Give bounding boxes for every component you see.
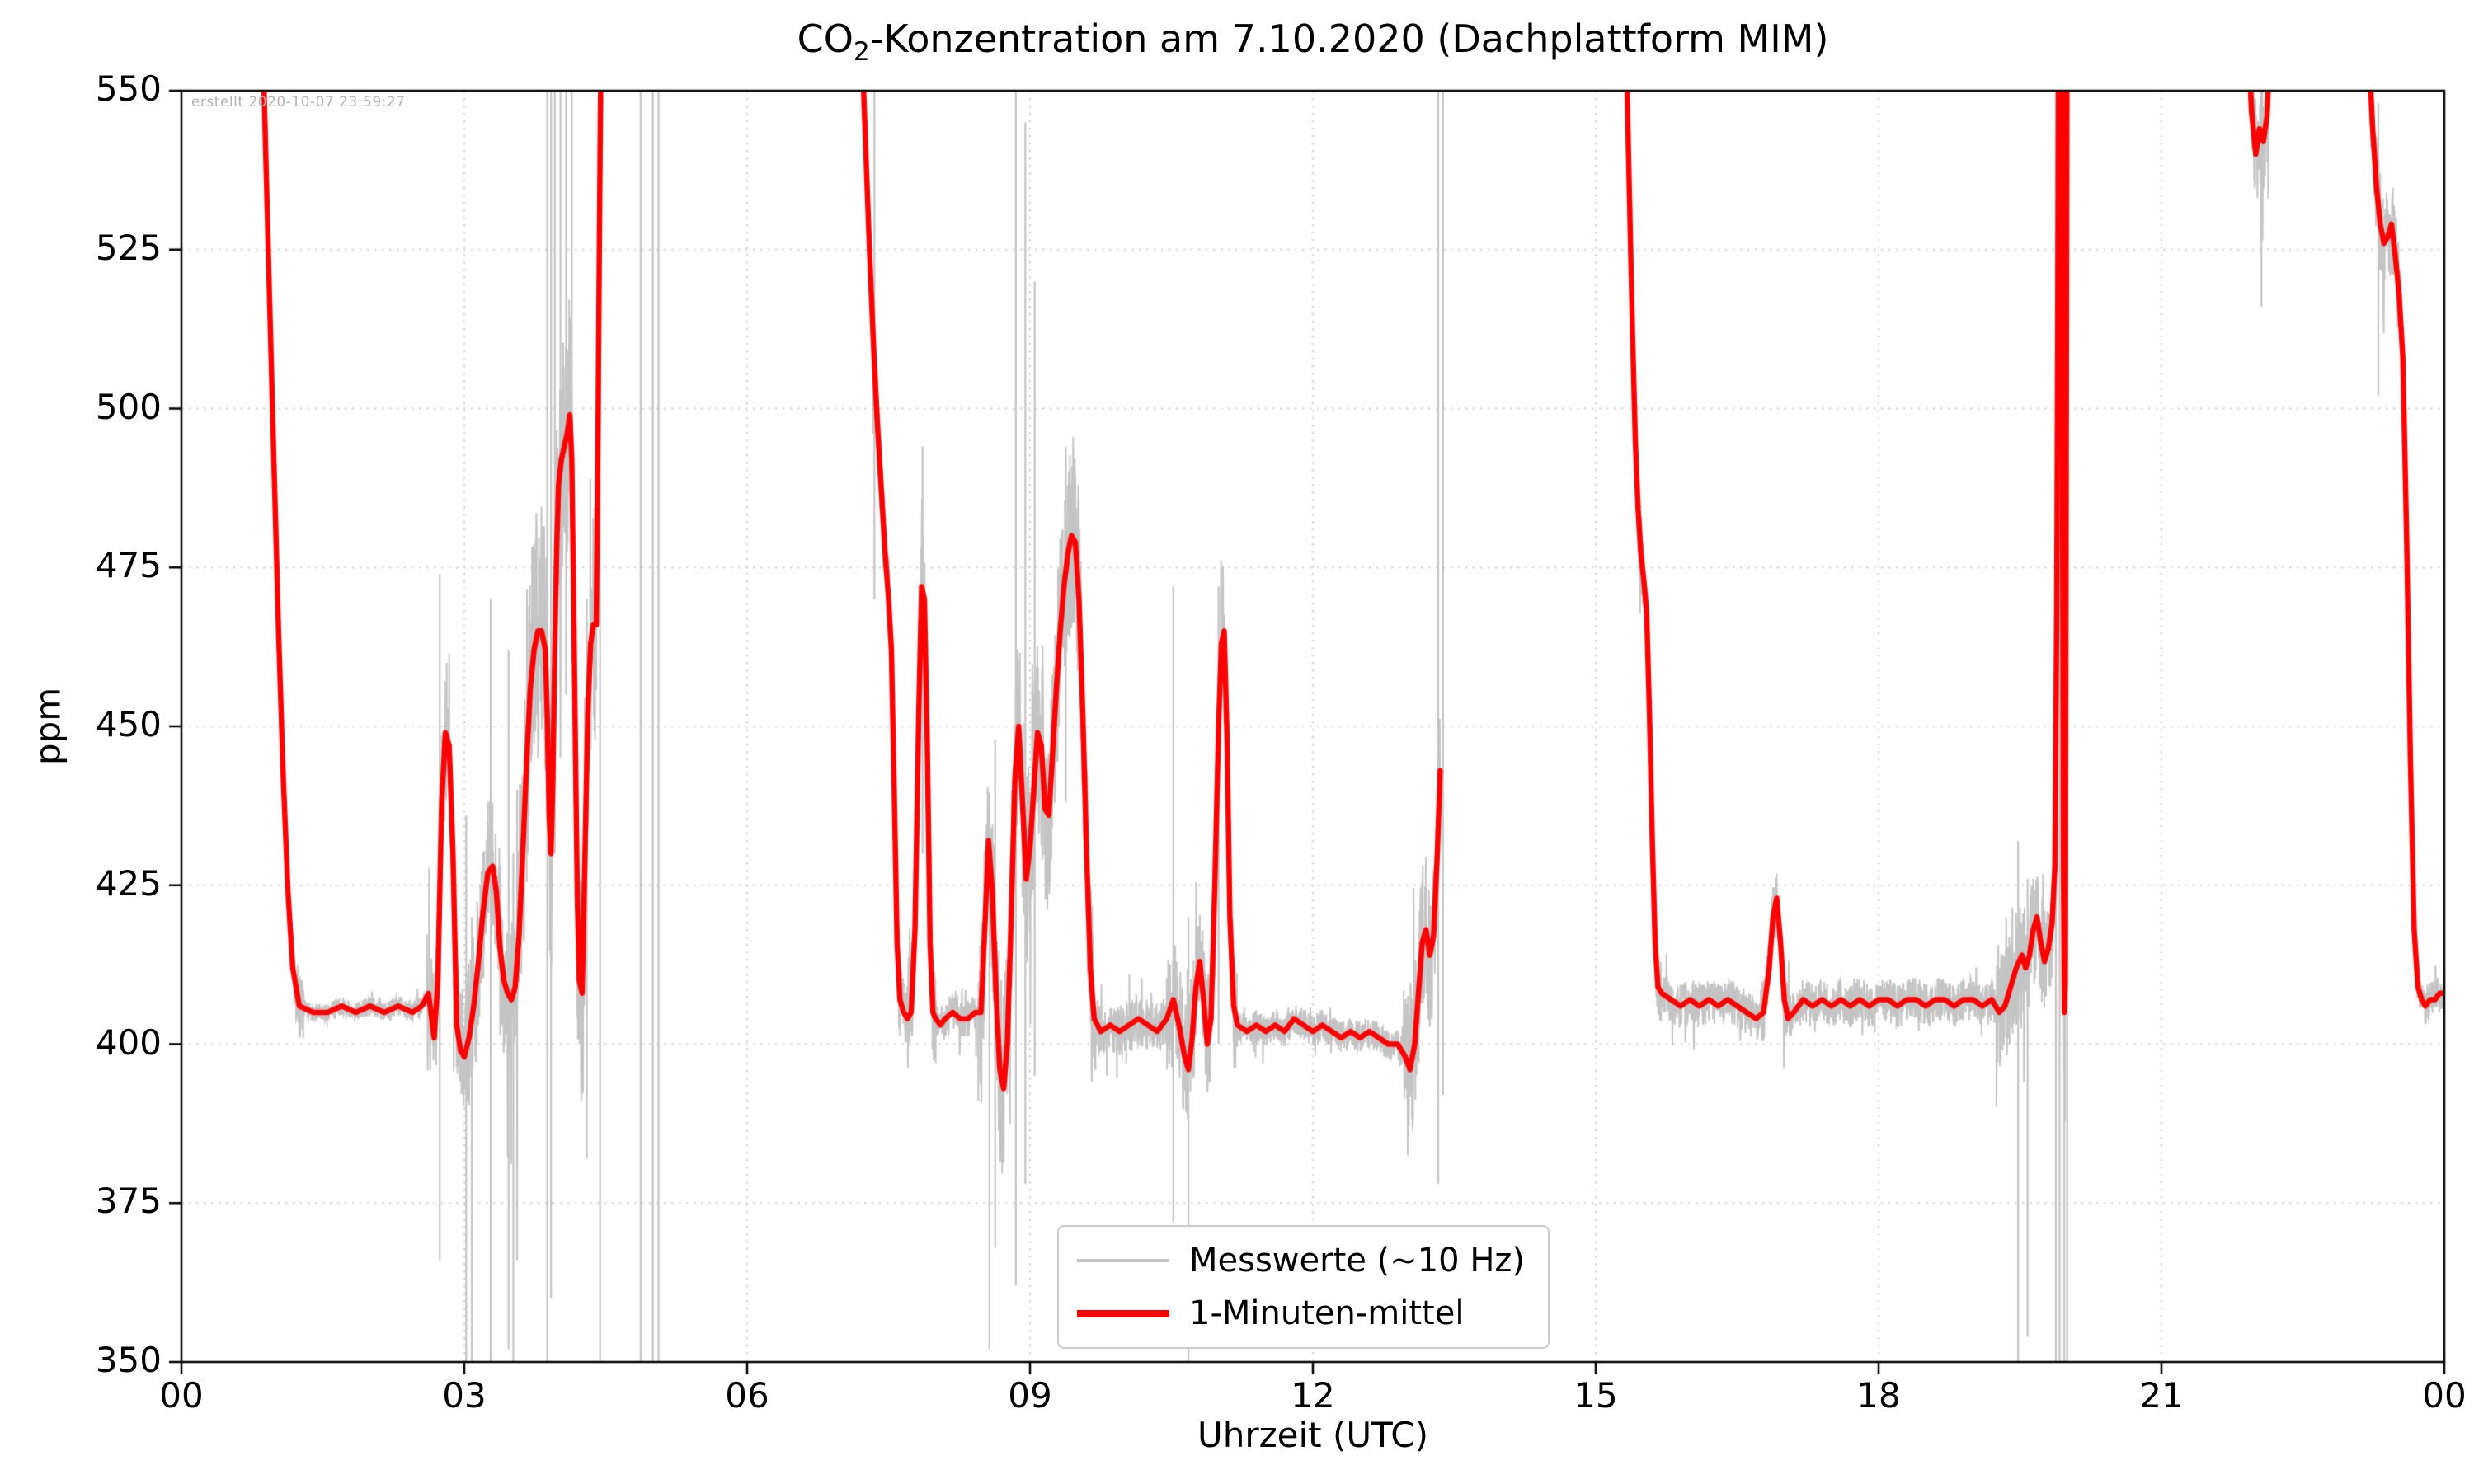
x-tick-label: 21 bbox=[2139, 1375, 2184, 1416]
y-tick-label: 450 bbox=[95, 704, 162, 744]
x-tick-label: 18 bbox=[1856, 1375, 1901, 1416]
x-axis-label: Uhrzeit (UTC) bbox=[1197, 1415, 1429, 1455]
chart-title-subscript: 2 bbox=[853, 37, 870, 68]
x-tick-label: 09 bbox=[1008, 1375, 1052, 1416]
gray-line-swatch bbox=[1077, 1259, 1169, 1262]
x-tick-label: 00 bbox=[2422, 1375, 2467, 1416]
legend-label-minutenmittel: 1-Minuten-mittel bbox=[1189, 1294, 1465, 1332]
x-tick-label: 06 bbox=[725, 1375, 769, 1416]
y-tick-label: 425 bbox=[95, 862, 162, 904]
x-tick-label: 00 bbox=[159, 1375, 204, 1416]
chart-title-post: -Konzentration am 7.10.2020 (Dachplattfo… bbox=[869, 16, 1829, 61]
y-tick-label: 475 bbox=[95, 545, 162, 586]
y-tick-label: 550 bbox=[95, 68, 162, 109]
created-timestamp-watermark: erstellt 2020-10-07 23:59:27 bbox=[191, 94, 406, 110]
legend: Messwerte (~10 Hz) 1-Minuten-mittel bbox=[1057, 1225, 1550, 1349]
y-tick-label: 500 bbox=[95, 386, 162, 427]
y-tick-label: 400 bbox=[95, 1021, 162, 1063]
red-line-swatch bbox=[1077, 1309, 1169, 1317]
x-tick-label: 12 bbox=[1291, 1375, 1335, 1416]
y-tick-label: 525 bbox=[95, 227, 162, 268]
y-tick-label: 375 bbox=[95, 1181, 162, 1222]
chart-title: CO2-Konzentration am 7.10.2020 (Dachplat… bbox=[181, 16, 2444, 67]
x-tick-label: 15 bbox=[1573, 1375, 1618, 1416]
legend-label-messwerte: Messwerte (~10 Hz) bbox=[1189, 1242, 1525, 1280]
legend-entry-messwerte: Messwerte (~10 Hz) bbox=[1077, 1240, 1525, 1281]
y-tick-label: 350 bbox=[95, 1340, 162, 1380]
chart-title-pre: CO bbox=[797, 16, 854, 61]
legend-entry-minutenmittel: 1-Minuten-mittel bbox=[1077, 1293, 1525, 1334]
x-tick-label: 03 bbox=[442, 1375, 487, 1416]
